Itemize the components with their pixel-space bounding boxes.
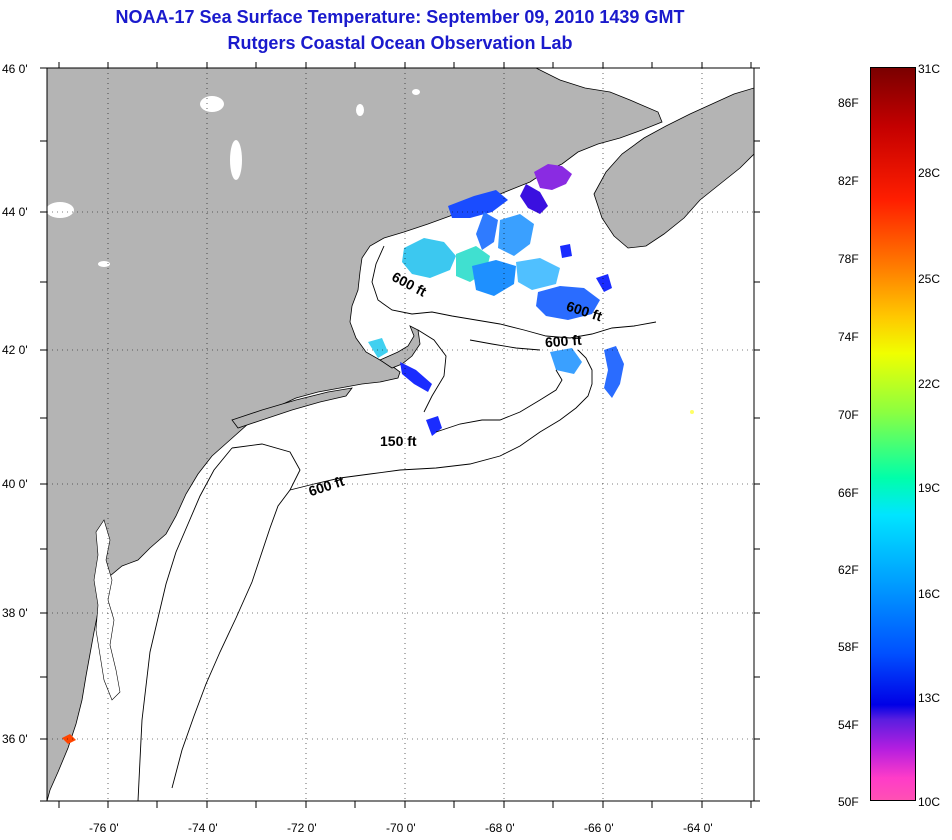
colorbar-f-label: 70F [838,408,859,422]
colorbar-c-label: 16C [918,587,941,601]
lake [47,202,74,218]
colorbar-f-label: 74F [838,330,859,344]
lake [412,89,420,95]
lake [200,96,224,112]
depth-label: 600 ft [544,331,583,351]
colorbar-c-label: 25C [918,272,941,286]
map-subtitle: Rutgers Coastal Ocean Observation Lab [227,33,573,53]
colorbar-c-label: 19C [918,481,941,495]
longitude-label: -64 0' [683,821,713,835]
latitude-label: 40 0' [2,477,28,491]
latitude-label: 46 0' [2,62,28,76]
colorbar-f-label: 86F [838,96,859,110]
colorbar-f-label: 50F [838,795,859,809]
latitude-label: 42 0' [2,343,28,357]
longitude-label: -70 0' [386,821,416,835]
latitude-label: 44 0' [2,205,28,219]
colorbar-c-label: 31C [918,62,941,76]
longitude-label: -76 0' [89,821,119,835]
colorbar-c-label: 22C [918,377,941,391]
colorbar-c-label: 13C [918,691,941,705]
axis-ticks [40,62,760,808]
colorbar-c-label: 28C [918,166,941,180]
longitude-label: -68 0' [485,821,515,835]
nova-scotia [593,87,754,249]
map-title: NOAA-17 Sea Surface Temperature: Septemb… [115,7,685,27]
depth-label: 150 ft [380,433,417,449]
sst-data-patches [62,164,694,744]
temperature-colorbar [870,67,916,801]
colorbar-c-label: 10C [918,795,941,809]
latitude-label: 38 0' [2,606,28,620]
colorbar-f-label: 66F [838,486,859,500]
colorbar-f-label: 58F [838,640,859,654]
longitude-label: -72 0' [287,821,317,835]
colorbar-f-label: 82F [838,174,859,188]
lake [356,104,364,116]
colorbar-f-label: 54F [838,718,859,732]
depth-contours [137,245,657,801]
long-island [231,387,353,429]
lake [98,261,110,267]
latitude-label: 36 0' [2,732,28,746]
longitude-label: -74 0' [188,821,218,835]
longitude-label: -66 0' [584,821,614,835]
chesapeake-bay [93,519,121,701]
colorbar-f-label: 62F [838,563,859,577]
colorbar-f-label: 78F [838,252,859,266]
lake [230,140,242,180]
lat-lon-grid [47,68,754,801]
map-frame [46,67,755,802]
